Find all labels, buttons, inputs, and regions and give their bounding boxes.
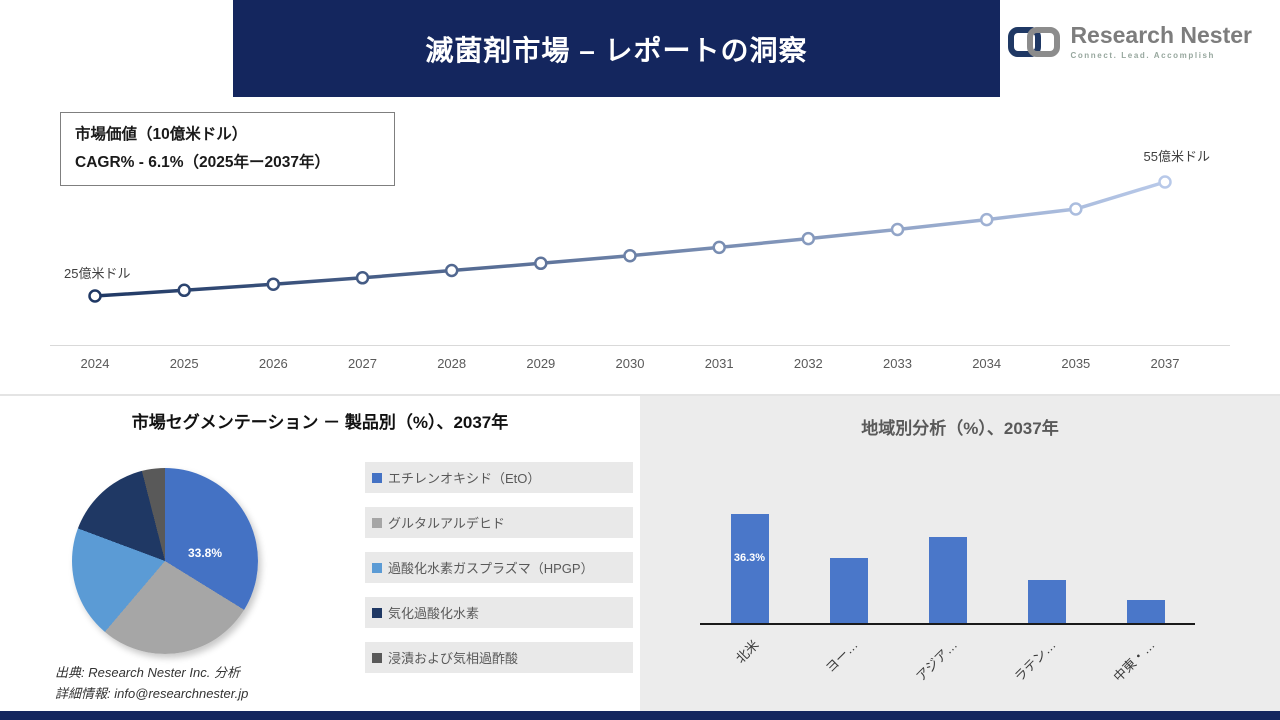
pie-section: 市場セグメンテーション － 製品別（%）、2037年 33.8% エチレンオキシ… <box>0 396 640 712</box>
x-axis-line <box>50 345 1230 346</box>
line-point <box>1069 202 1083 216</box>
bar-category-label: 北米 <box>733 637 763 667</box>
line-chart <box>0 100 1280 360</box>
page-title: 滅菌剤市場 – レポートの洞察 <box>425 34 808 66</box>
market-value-label: 市場価値（10億米ドル） <box>75 126 248 143</box>
legend-swatch <box>372 607 382 618</box>
line-point <box>979 212 994 227</box>
x-axis-label: 2034 <box>972 356 1002 371</box>
line-point <box>534 256 548 271</box>
legend-item: エチレンオキシド（EtO） <box>365 462 633 493</box>
x-axis-label: 2032 <box>793 356 823 371</box>
x-axis-label: 2027 <box>348 356 377 371</box>
legend-item: 浸漬および気相過酢酸 <box>365 642 633 673</box>
x-axis-label: 2024 <box>80 356 110 371</box>
legend-label: グルタルアルデヒド <box>388 516 505 531</box>
line-point <box>801 231 816 246</box>
source-note: 出典: Research Nester Inc. 分析 詳細情報: info@r… <box>55 662 248 704</box>
x-axis-label: 2031 <box>704 356 734 371</box>
legend-item: 気化過酸化水素 <box>365 597 633 628</box>
x-axis-labels: 2024 2025 2026 2027 2028 2029 2030 2031 2032 2033… <box>0 356 1280 376</box>
legend-swatch <box>372 472 382 483</box>
bar <box>1027 579 1066 623</box>
legend-swatch <box>372 652 382 663</box>
x-axis-label: 2035 <box>1061 356 1091 371</box>
x-axis-label: 2026 <box>258 356 288 371</box>
legend-label: 過酸化水素ガスプラズマ（HPGP） <box>388 561 594 576</box>
bar-section: 地域別分析（%）、2037年 36.3% 北米 ヨー… アジア… ラテン… 中東・… <box>640 396 1280 712</box>
x-axis-label: 2033 <box>883 356 912 371</box>
line-point <box>1158 175 1172 189</box>
bar-category-label: ラテン… <box>1011 637 1060 685</box>
line-point <box>444 263 459 278</box>
market-value-box: 市場価値（10億米ドル） CAGR% - 6.1%（2025年ー2037年） <box>60 112 395 186</box>
pie-legend: エチレンオキシド（EtO） グルタルアルデヒド過酸化水素ガスプラズマ（HPGP） 気… <box>365 462 633 687</box>
line-point <box>266 277 281 291</box>
bar <box>1126 599 1165 623</box>
chain-links-icon <box>1007 22 1061 67</box>
bar-title: 地域別分析（%）、2037年 <box>861 419 1059 438</box>
x-axis-label: 2029 <box>526 356 556 371</box>
legend-label: 浸漬および気相過酢酸 <box>388 651 519 666</box>
cagr-label: CAGR% - 6.1%（2025年ー2037年） <box>75 154 330 171</box>
bar <box>928 537 967 623</box>
pie-title: 市場セグメンテーション － 製品別（%）、2037年 <box>131 413 509 432</box>
line-point <box>890 222 905 237</box>
bar: 36.3% <box>730 514 769 623</box>
research-nester-logo: Research Nester Connect. Lead. Accomplis… <box>1007 22 1252 67</box>
legend-item: 過酸化水素ガスプラズマ（HPGP） <box>365 552 633 583</box>
line-point <box>712 240 726 255</box>
title-banner: 滅菌剤市場 – レポートの洞察 <box>233 0 1000 97</box>
x-axis-label: 2028 <box>437 356 467 371</box>
line-point <box>355 271 370 285</box>
pie-value-label: 33.8% <box>188 546 223 560</box>
line-point <box>177 283 191 298</box>
legend-label: 気化過酸化水素 <box>388 606 480 621</box>
bar-chart: 36.3% 北米 ヨー… アジア… ラテン… 中東・… <box>700 495 1195 685</box>
legend-swatch <box>372 517 382 528</box>
logo-tagline: Connect. Lead. Accomplish <box>1070 51 1216 60</box>
bar-value-label: 36.3% <box>733 552 766 565</box>
bar-category-label: ヨー… <box>823 637 862 676</box>
contact-line: 詳細情報: info@researchnester.jp <box>55 686 249 701</box>
legend-item: グルタルアルデヒド <box>365 507 633 538</box>
x-axis-label: 2025 <box>169 356 199 371</box>
legend-swatch <box>372 562 382 573</box>
pie-circle <box>72 468 258 654</box>
footer-bar <box>0 711 1280 720</box>
x-axis-label: 2037 <box>1150 356 1180 371</box>
bar-category-label: アジア… <box>913 637 961 685</box>
source-line: 出典: Research Nester Inc. 分析 <box>55 665 240 680</box>
line-point <box>623 248 637 263</box>
legend-label: エチレンオキシド（EtO） <box>388 471 541 486</box>
x-axis-label: 2030 <box>615 356 645 371</box>
bar <box>829 557 868 623</box>
pie-chart: 33.8% <box>72 468 258 654</box>
logo-name: Research Nester <box>1070 22 1252 48</box>
section-divider <box>0 394 1280 396</box>
bar-category-label: 中東・… <box>1110 637 1159 685</box>
line-point <box>88 289 102 303</box>
line-end-value: 55億米ドル <box>1143 149 1210 164</box>
line-start-value: 25億米ドル <box>64 266 131 281</box>
